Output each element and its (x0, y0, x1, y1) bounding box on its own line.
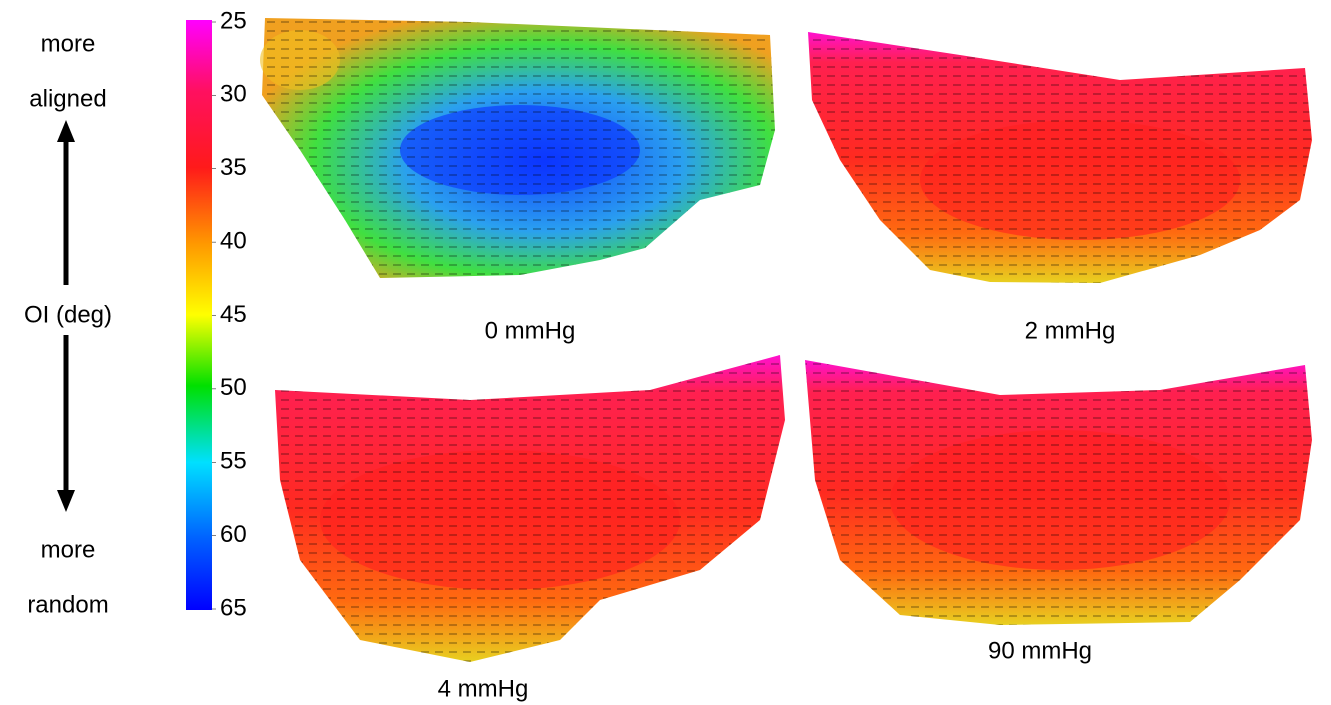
map-0 (260, 18, 775, 278)
label-more: more (41, 536, 96, 563)
figure: more aligned OI (deg) more random 0 mmHg… (0, 0, 1331, 705)
map-1 (808, 32, 1312, 283)
tick-label: 60 (220, 521, 247, 548)
arrowhead (57, 490, 75, 512)
map-3 (805, 360, 1312, 625)
label-random: random (27, 591, 108, 618)
colorbar (186, 20, 212, 610)
panel-label: 90 mmHg (988, 637, 1092, 664)
panel-label: 4 mmHg (438, 675, 529, 702)
label-aligned: aligned (29, 85, 106, 112)
tick-label: 55 (220, 448, 247, 475)
panel-label: 0 mmHg (485, 317, 576, 344)
panel-label: 2 mmHg (1025, 317, 1116, 344)
axis-label: OI (deg) (24, 301, 112, 328)
label-more: more (41, 30, 96, 57)
tick-label: 45 (220, 301, 247, 328)
tick-label: 30 (220, 81, 247, 108)
map-2 (275, 355, 785, 662)
tick-label: 25 (220, 7, 247, 34)
tick-label: 65 (220, 594, 247, 621)
tick-label: 50 (220, 374, 247, 401)
arrowhead (57, 120, 75, 142)
tick-label: 40 (220, 227, 247, 254)
tick-label: 35 (220, 154, 247, 181)
